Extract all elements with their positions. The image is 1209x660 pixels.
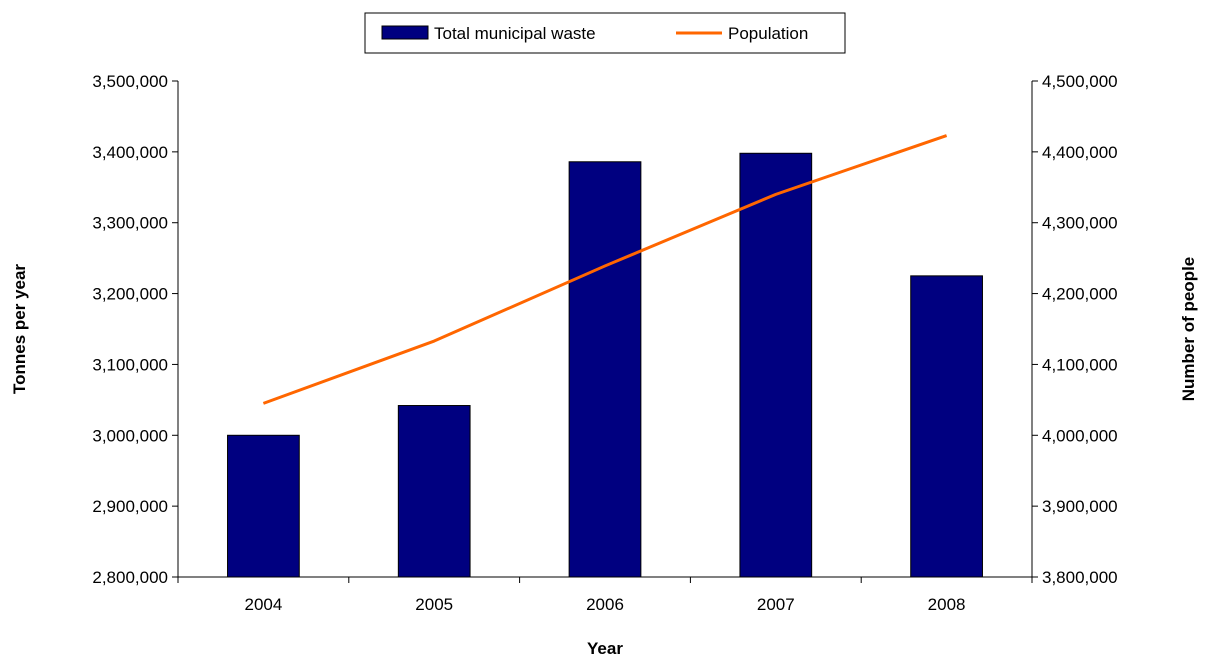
bar-2007 [739, 152, 813, 578]
line-series-population [262, 134, 948, 405]
x-tick-label: 2005 [415, 595, 453, 614]
y-tick-label: 2,900,000 [92, 497, 168, 516]
y2-tick-label: 4,000,000 [1042, 426, 1118, 445]
legend: Total municipal waste Population [364, 12, 846, 54]
bar-2005 [397, 405, 471, 578]
y-tick-label: 3,500,000 [92, 72, 168, 91]
y-tick-label: 3,100,000 [92, 355, 168, 374]
y2-tick-label: 4,500,000 [1042, 72, 1118, 91]
x-tick-label: 2006 [586, 595, 624, 614]
legend-label-waste: Total municipal waste [434, 24, 596, 43]
right-axis-ticks: 3,800,000 3,900,000 4,000,000 4,100,000 4,20… [1032, 72, 1118, 587]
x-tick-label: 2007 [757, 595, 795, 614]
y-tick-label: 3,000,000 [92, 426, 168, 445]
y2-tick-label: 4,100,000 [1042, 355, 1118, 374]
x-axis-title: Year [587, 639, 623, 658]
x-tick-label: 2004 [244, 595, 282, 614]
y-tick-label: 3,400,000 [92, 143, 168, 162]
bar-2004 [227, 434, 300, 578]
y-axis-title: Tonnes per year [10, 264, 29, 394]
y2-tick-label: 4,300,000 [1042, 214, 1118, 233]
x-axis-ticks: 2004 2005 2006 2007 2008 [177, 577, 1033, 614]
legend-label-population: Population [728, 24, 808, 43]
y-tick-label: 2,800,000 [92, 568, 168, 587]
bar-2008 [910, 275, 983, 578]
x-tick-label: 2008 [928, 595, 966, 614]
y2-tick-label: 3,900,000 [1042, 497, 1118, 516]
legend-box [364, 12, 846, 54]
y-tick-label: 3,200,000 [92, 285, 168, 304]
y2-tick-label: 3,800,000 [1042, 568, 1118, 587]
bar-2006 [568, 161, 642, 578]
y2-tick-label: 4,200,000 [1042, 285, 1118, 304]
y2-tick-label: 4,400,000 [1042, 143, 1118, 162]
y-tick-label: 3,300,000 [92, 214, 168, 233]
y2-axis-title: Number of people [1179, 257, 1198, 402]
bar-series-waste [227, 152, 983, 578]
left-axis-ticks: 2,800,000 2,900,000 3,000,000 3,100,000 3,20… [92, 72, 178, 587]
legend-swatch-waste [381, 25, 429, 40]
